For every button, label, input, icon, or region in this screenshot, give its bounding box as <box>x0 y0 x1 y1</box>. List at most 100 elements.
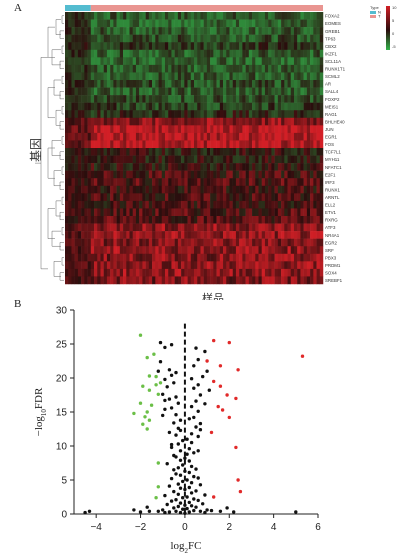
heatmap-cell <box>71 110 75 119</box>
gene-label: RXRG <box>325 218 338 223</box>
heatmap-cell <box>310 49 314 58</box>
heatmap-cell <box>110 102 114 111</box>
heatmap-cell <box>197 102 201 111</box>
heatmap-cell <box>287 19 291 28</box>
heatmap-cell <box>145 87 150 96</box>
point-down <box>156 485 160 489</box>
heatmap-cell <box>190 253 195 262</box>
heatmap-cell <box>171 12 175 20</box>
heatmap-cell <box>310 27 314 35</box>
heatmap-cell <box>213 42 217 51</box>
heatmap-cell <box>77 87 82 96</box>
heatmap-cell <box>303 163 308 171</box>
heatmap-cell <box>255 148 259 156</box>
heatmap-cell <box>213 238 217 247</box>
heatmap-cell <box>148 12 153 20</box>
heatmap-cell <box>77 27 82 35</box>
heatmap-cell <box>274 193 279 202</box>
heatmap-cell <box>152 185 156 194</box>
heatmap-cell <box>139 185 143 194</box>
heatmap-cell <box>203 216 208 224</box>
heatmap-cell <box>203 57 208 66</box>
heatmap-cell <box>110 261 114 270</box>
heatmap-cell <box>71 193 75 202</box>
gene-label: CBX2 <box>325 44 337 49</box>
heatmap-cell <box>148 34 153 43</box>
heatmap-cell <box>300 27 304 35</box>
heatmap-cell <box>164 87 169 96</box>
heatmap-cell <box>113 42 117 51</box>
point-ns <box>163 345 167 350</box>
heatmap-cell <box>242 117 246 126</box>
heatmap-cell <box>174 216 179 224</box>
heatmap-cell <box>94 80 98 88</box>
heatmap-cell <box>97 253 101 262</box>
heatmap-cell <box>100 72 104 81</box>
heatmap-cell <box>68 12 72 20</box>
heatmap-cell <box>226 246 230 255</box>
heatmap-cell <box>239 95 243 103</box>
heatmap-cell <box>264 110 269 119</box>
heatmap-cell <box>139 268 143 277</box>
point-ns <box>189 377 194 381</box>
heatmap-cell <box>194 72 198 81</box>
heatmap-cell <box>113 57 117 66</box>
heatmap-cell <box>281 64 285 73</box>
heatmap-cell <box>110 42 114 51</box>
heatmap-cell <box>87 231 92 239</box>
heatmap-cell <box>306 178 311 187</box>
heatmap-cell <box>103 163 108 171</box>
heatmap-cell <box>235 231 240 239</box>
point-ns <box>209 508 214 513</box>
heatmap-cell <box>216 148 221 156</box>
heatmap-cell <box>252 185 256 194</box>
heatmap-cell <box>293 42 298 51</box>
heatmap-cell <box>161 117 166 126</box>
point-ns <box>167 430 172 435</box>
heatmap-cell <box>248 253 253 262</box>
heatmap-cell <box>277 125 282 134</box>
heatmap-cell <box>242 72 246 81</box>
heatmap-cell <box>293 102 298 111</box>
heatmap-cell <box>123 148 127 156</box>
heatmap-cell <box>74 216 79 224</box>
point-down <box>145 410 149 414</box>
heatmap-cell <box>68 72 72 81</box>
heatmap-cell <box>248 155 253 164</box>
point-ns <box>174 455 178 459</box>
heatmap-cell <box>100 95 104 103</box>
heatmap-cell <box>268 238 272 247</box>
heatmap-cell <box>184 95 188 103</box>
heatmap-cell <box>139 87 143 96</box>
heatmap-cell <box>316 42 321 51</box>
heatmap-cell <box>116 276 121 285</box>
heatmap-cell <box>268 49 272 58</box>
heatmap-cell <box>194 216 198 224</box>
heatmap-cell <box>106 155 111 164</box>
heatmap-cell <box>306 102 311 111</box>
point-ns <box>174 498 178 502</box>
heatmap-cell <box>303 95 308 103</box>
heatmap-cell <box>132 178 137 187</box>
heatmap-cell <box>132 193 137 202</box>
heatmap-cell <box>293 80 298 88</box>
heatmap-cell <box>174 110 179 119</box>
heatmap-cell <box>203 72 208 81</box>
heatmap-cell <box>123 208 127 217</box>
heatmap-cell <box>100 42 104 51</box>
heatmap-cell <box>148 223 153 232</box>
heatmap-cell <box>187 208 192 217</box>
heatmap-cell <box>123 185 127 194</box>
gene-label: JUN <box>325 127 334 132</box>
heatmap-cell <box>213 185 217 194</box>
heatmap-cell <box>119 27 124 35</box>
heatmap-cell <box>245 155 250 164</box>
heatmap-cell <box>129 64 133 73</box>
heatmap-cell <box>206 208 211 217</box>
heatmap-cell <box>206 185 211 194</box>
heatmap-cell <box>219 49 224 58</box>
heatmap-cell <box>319 140 324 149</box>
heatmap-cell <box>316 216 321 224</box>
heatmap-cell <box>252 102 256 111</box>
heatmap-cell <box>97 12 101 20</box>
